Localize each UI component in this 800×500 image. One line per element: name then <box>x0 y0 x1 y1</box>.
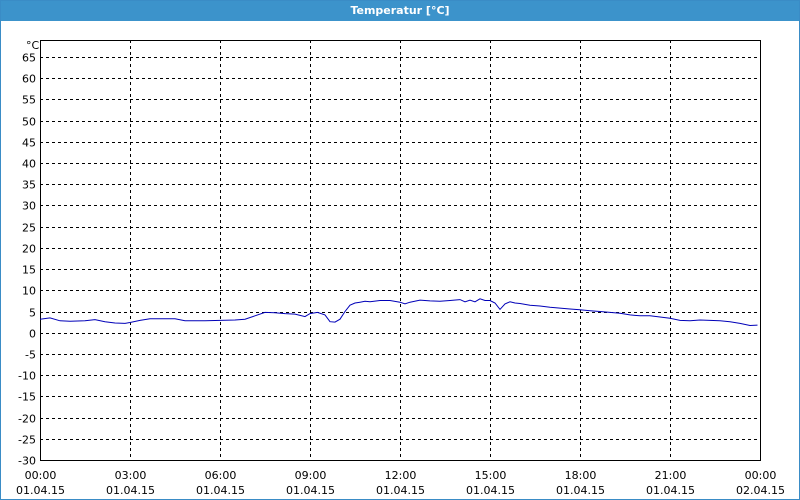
y-tick-label: -15 <box>18 391 36 404</box>
y-tick-label: 65 <box>22 52 36 65</box>
x-tick-time-label: 18:00 <box>565 469 597 482</box>
x-tick-time-label: 21:00 <box>655 469 687 482</box>
y-tick-label: 40 <box>22 158 36 171</box>
y-tick-label: -20 <box>18 413 36 426</box>
y-axis: °C65605550454035302520151050-5-10-15-20-… <box>18 39 39 468</box>
y-tick-label: 45 <box>22 137 36 150</box>
y-tick-label: 0 <box>29 328 36 341</box>
x-tick-time-label: 15:00 <box>475 469 507 482</box>
plot-area <box>40 40 761 461</box>
x-tick-date-label: 01.04.15 <box>646 484 695 497</box>
x-tick-time-label: 00:00 <box>745 469 777 482</box>
y-tick-label: -25 <box>18 434 36 447</box>
y-axis-unit: °C <box>26 39 40 52</box>
y-tick-label: 55 <box>22 94 36 107</box>
y-tick-label: -10 <box>18 370 36 383</box>
temperature-series-line <box>39 298 758 327</box>
y-tick-label: 60 <box>22 73 36 86</box>
grid-layer <box>40 40 760 460</box>
y-tick-label: 20 <box>22 243 36 256</box>
x-tick-date-label: 01.04.15 <box>556 484 605 497</box>
y-tick-label: 35 <box>22 179 36 192</box>
x-tick-time-label: 09:00 <box>295 469 327 482</box>
y-tick-label: 50 <box>22 116 36 129</box>
y-tick-label: 15 <box>22 264 36 277</box>
y-tick-label: 5 <box>29 307 36 320</box>
y-tick-label: 30 <box>22 200 36 213</box>
y-tick-label: 25 <box>22 222 36 235</box>
x-tick-date-label: 01.04.15 <box>466 484 515 497</box>
chart-title: Temperatur [°C] <box>1 1 799 21</box>
x-tick-date-label: 01.04.15 <box>286 484 335 497</box>
x-tick-time-label: 12:00 <box>385 469 417 482</box>
x-axis: 00:00 01.04.15 03:00 01.04.15 06:00 01.04.15 0… <box>16 469 785 497</box>
x-tick-time-label: 00:00 <box>25 469 57 482</box>
x-tick-time-label: 03:00 <box>115 469 147 482</box>
y-tick-label: -5 <box>25 349 36 362</box>
y-tick-label: -30 <box>18 455 36 468</box>
series-layer <box>39 298 758 327</box>
x-tick-time-label: 06:00 <box>205 469 237 482</box>
x-tick-date-label: 01.04.15 <box>106 484 155 497</box>
x-tick-date-label: 01.04.15 <box>16 484 65 497</box>
x-tick-date-label: 01.04.15 <box>196 484 245 497</box>
x-tick-date-label: 01.04.15 <box>376 484 425 497</box>
y-tick-label: 10 <box>22 285 36 298</box>
x-tick-date-label: 02.04.15 <box>736 484 785 497</box>
